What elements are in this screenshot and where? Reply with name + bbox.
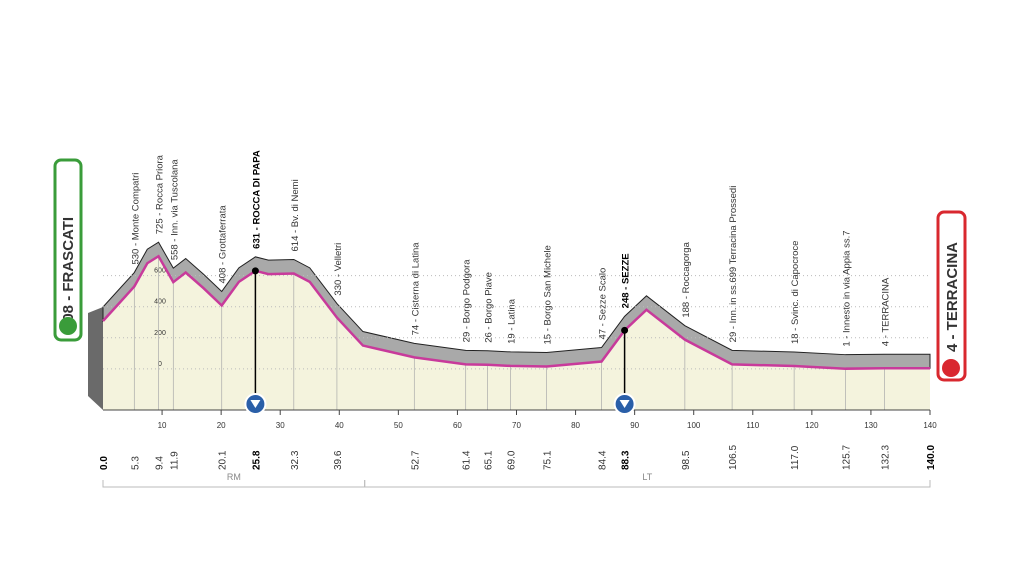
km-label: 84.4 (598, 450, 609, 470)
km-label: 98.5 (681, 450, 692, 470)
km-label: 125.7 (842, 445, 853, 470)
waypoint-label: 614 - Bv. di Nemi (290, 179, 301, 251)
km-label: 39.6 (333, 450, 344, 470)
x-tick-label: 30 (276, 421, 285, 430)
waypoint-label: 330 - Velletri (333, 243, 344, 296)
x-tick-label: 10 (158, 421, 167, 430)
x-tick-label: 80 (571, 421, 580, 430)
km-label: 9.4 (155, 456, 166, 470)
sprint-marker-arrow (619, 400, 630, 408)
x-tick-label: 140 (923, 421, 937, 430)
waypoint-label: 631 - ROCCA DI PAPA (251, 150, 262, 249)
waypoint-label: 1 - Innesto in via Appia ss.7 (842, 230, 853, 346)
km-label: 32.3 (290, 450, 301, 470)
km-label: 52.7 (410, 450, 421, 470)
km-label: 140.0 (926, 445, 937, 470)
km-label: 106.5 (728, 445, 739, 470)
waypoint-label: 248 - SEZZE (621, 253, 632, 308)
x-tick-label: 60 (453, 421, 462, 430)
waypoint-label: 725 - Rocca Priora (155, 154, 166, 234)
waypoint-label: 408 - Grottaferrata (218, 205, 229, 284)
x-tick-label: 50 (394, 421, 403, 430)
summit-dot (621, 326, 629, 334)
waypoint-label: 47 - Sezze Scalo (598, 268, 609, 340)
x-tick-label: 70 (512, 421, 521, 430)
waypoint-label: 18 - Svinc. di Capocroce (790, 241, 801, 345)
km-label: 69.0 (507, 450, 518, 470)
profile-face (88, 307, 103, 410)
waypoint-label: 530 - Monte Compatri (130, 173, 141, 265)
km-label: 61.4 (462, 450, 473, 470)
waypoint-label: 4 - TERRACINA (881, 277, 892, 346)
finish-badge (936, 210, 967, 382)
waypoint-label: 26 - Borgo Piave (484, 272, 495, 343)
km-label: 117.0 (790, 445, 801, 470)
km-label: 75.1 (543, 450, 554, 470)
x-tick-label: 120 (805, 421, 819, 430)
y-tick-label: 0 (158, 361, 162, 368)
km-label: 11.9 (169, 451, 180, 470)
sprint-marker-arrow (250, 400, 261, 408)
region-label: LT (642, 472, 652, 482)
summit-dot (251, 267, 259, 275)
y-tick-label: 200 (154, 330, 166, 337)
waypoint-label: 15 - Borgo San Michele (543, 245, 554, 344)
km-label: 0.0 (99, 456, 110, 470)
x-tick-label: 90 (630, 421, 639, 430)
x-tick-label: 40 (335, 421, 344, 430)
km-label: 65.1 (484, 450, 495, 470)
finish-icon (942, 359, 960, 377)
y-tick-label: 600 (154, 268, 166, 275)
waypoint-label: 29 - Inn. in ss.699 Terracina Prossedi (728, 186, 739, 343)
x-tick-label: 100 (687, 421, 701, 430)
waypoint-label: 558 - Inn. via Tuscolana (169, 159, 180, 261)
region-bracket (364, 480, 931, 488)
finish-label: 4 - TERRACINA (944, 242, 961, 352)
x-tick-label: 110 (746, 421, 759, 430)
y-tick-label: 400 (154, 299, 166, 306)
waypoint-label: 19 - Latina (507, 298, 518, 344)
waypoint-label: 74 - Cisterna di Latina (410, 242, 421, 336)
x-tick-label: 130 (864, 421, 878, 430)
km-label: 25.8 (251, 450, 262, 470)
start-label: 308 - FRASCATI (60, 217, 77, 330)
elevation-line (102, 254, 930, 370)
km-label: 88.3 (621, 450, 632, 470)
km-label: 20.1 (218, 450, 229, 470)
profile-ground (103, 256, 930, 410)
waypoint-label: 29 - Borgo Podgora (462, 259, 473, 343)
km-label: 5.3 (130, 456, 141, 470)
start-badge (53, 158, 83, 342)
region-label: RM (227, 472, 241, 482)
km-label: 132.3 (881, 445, 892, 470)
start-icon (59, 317, 77, 335)
waypoint-label: 188 - Roccagorga (681, 241, 692, 317)
x-tick-label: 20 (217, 421, 226, 430)
